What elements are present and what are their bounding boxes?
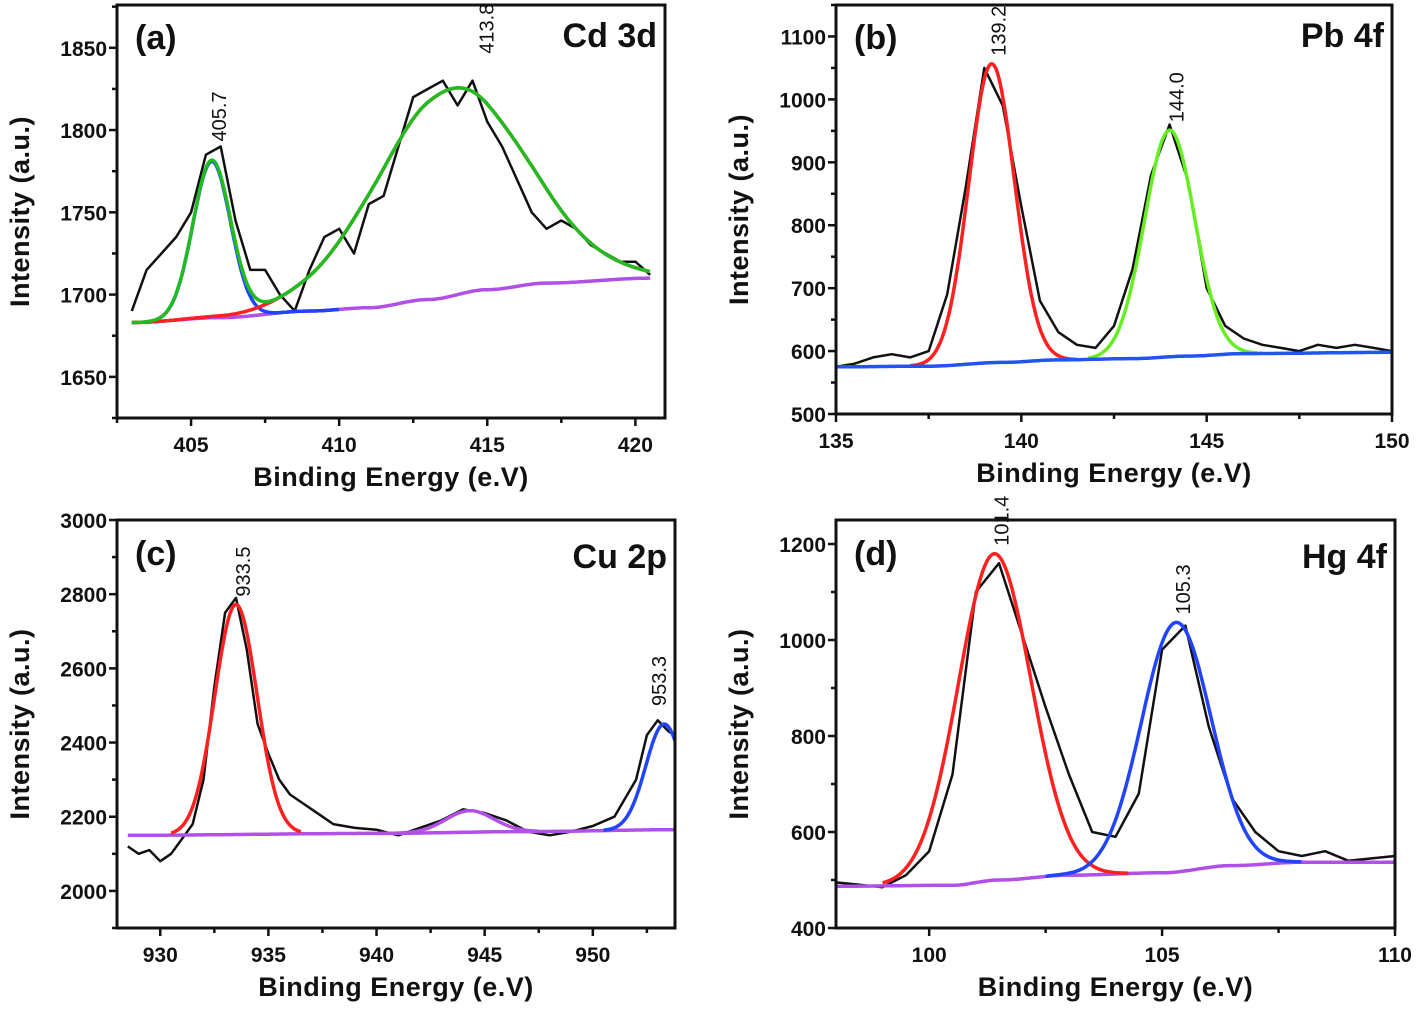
y-tick-label: 1750 (60, 202, 107, 225)
y-tick-label: 800 (791, 215, 826, 238)
peak-fit-line-1 (376, 808, 539, 836)
x-tick-label: 100 (912, 944, 947, 967)
y-axis-title: Intensity (a.u.) (724, 628, 754, 819)
x-tick-label: 110 (1378, 944, 1412, 967)
peak-position-label: 144.0 (1167, 72, 1189, 122)
y-tick-label: 1850 (60, 38, 107, 61)
x-axis-title: Binding Energy (e.V) (253, 462, 529, 492)
y-tick-label: 600 (791, 822, 826, 845)
x-tick-label: 950 (575, 944, 610, 967)
element-label: Hg 4f (1302, 538, 1388, 576)
x-tick-label: 135 (818, 430, 853, 453)
y-axis-title: Intensity (a.u.) (5, 116, 35, 307)
x-tick-label: 150 (1374, 430, 1409, 453)
peak-position-label: 105.3 (1173, 564, 1195, 614)
peak-position-label: 413.8 (477, 4, 499, 54)
y-tick-label: 900 (791, 152, 826, 175)
element-label: Cd 3d (563, 17, 657, 55)
y-tick-label: 2400 (60, 733, 107, 756)
peak-position-label: 101.4 (991, 496, 1013, 546)
peak-position-label: 933.5 (233, 546, 255, 596)
y-tick-label: 1100 (780, 26, 826, 49)
y-tick-label: 1200 (779, 534, 826, 557)
envelope-fit-line (131, 86, 651, 325)
y-tick-label: 600 (791, 341, 826, 364)
panel-label: (d) (854, 535, 897, 573)
y-tick-label: 1700 (60, 285, 107, 308)
peak-position-label: 405.7 (209, 91, 231, 141)
raw-spectrum-line (127, 596, 675, 863)
x-tick-label: 140 (1004, 430, 1039, 453)
element-label: Pb 4f (1301, 17, 1385, 55)
raw-spectrum-line (836, 66, 1392, 369)
x-tick-label: 405 (174, 434, 209, 457)
peak-position-label: 953.3 (649, 656, 671, 706)
raw-spectrum-line (836, 561, 1395, 889)
x-tick-label: 410 (322, 434, 357, 457)
y-tick-label: 500 (791, 404, 826, 427)
x-tick-label: 935 (251, 944, 286, 967)
peak-fit-line-1 (1087, 128, 1262, 360)
y-tick-label: 2000 (60, 881, 107, 904)
plot-area (130, 79, 652, 325)
peak-fit-line-2 (603, 722, 675, 832)
peak-fit-line-1 (1045, 620, 1302, 878)
plot-area (836, 551, 1395, 889)
peak-fit-line-0 (909, 62, 1077, 368)
panel-label: (c) (135, 535, 177, 573)
y-axis-title: Intensity (a.u.) (724, 114, 754, 305)
panel-b: 135 140 145 150 500 600 700 800 900 1000 1100 Bindi… (724, 3, 1410, 488)
x-tick-label: 145 (1189, 430, 1224, 453)
panel-label: (b) (854, 19, 897, 57)
y-tick-label: 3000 (60, 510, 107, 533)
peak-position-label: 139.2 (989, 6, 1011, 56)
y-tick-label: 1000 (779, 89, 826, 112)
plot-frame (115, 518, 677, 930)
x-tick-label: 940 (359, 944, 394, 967)
x-tick-label: 415 (470, 434, 505, 457)
background-line (836, 350, 1392, 369)
panel-c: 930 935 940 945 950 2000 2200 2400 2600 2800 3000 B… (5, 510, 677, 1002)
y-tick-label: 2800 (60, 584, 107, 607)
peak-fit-line-0 (170, 602, 302, 835)
x-tick-label: 930 (143, 944, 178, 967)
y-tick-label: 400 (791, 918, 826, 941)
x-axis-title: Binding Energy (e.V) (976, 458, 1252, 488)
y-tick-label: 2200 (60, 807, 107, 830)
y-tick-label: 1800 (60, 120, 107, 143)
peak-fit-line-0 (882, 551, 1129, 885)
x-axis-title: Binding Energy (e.V) (258, 972, 534, 1002)
panel-a: 405 410 415 420 1650 1700 1750 1800 1850 Binding … (5, 3, 667, 492)
y-tick-label: 1000 (779, 630, 826, 653)
plot-area (836, 62, 1392, 369)
plot-frame (834, 518, 1397, 930)
y-tick-label: 2600 (60, 658, 107, 681)
x-tick-label: 945 (467, 944, 502, 967)
x-tick-label: 420 (618, 434, 653, 457)
raw-spectrum-line (130, 79, 652, 313)
element-label: Cu 2p (573, 538, 667, 576)
x-tick-label: 105 (1145, 944, 1180, 967)
panel-label: (a) (135, 19, 177, 57)
x-axis-title: Binding Energy (e.V) (978, 972, 1254, 1002)
y-axis-title: Intensity (a.u.) (5, 628, 35, 819)
plot-area (127, 596, 675, 863)
plot-frame (115, 3, 667, 420)
y-tick-label: 700 (791, 278, 826, 301)
panel-d: 100 105 110 400 600 800 1000 1200 Binding Energy… (724, 496, 1412, 1002)
y-tick-label: 800 (791, 726, 826, 749)
y-tick-label: 1650 (60, 367, 107, 390)
plot-frame (834, 3, 1394, 416)
